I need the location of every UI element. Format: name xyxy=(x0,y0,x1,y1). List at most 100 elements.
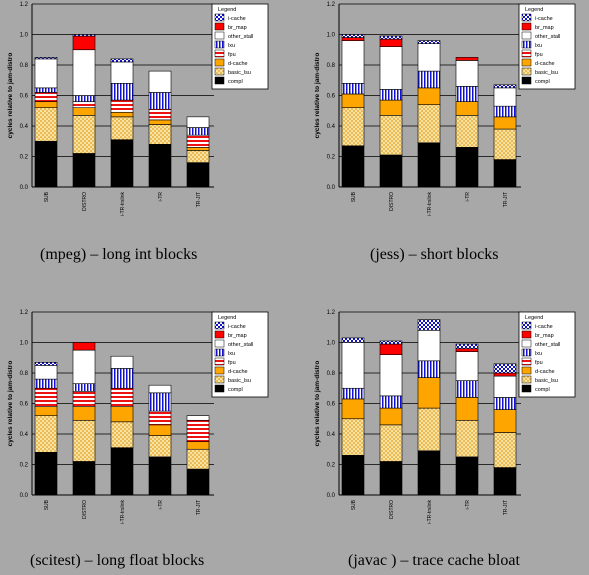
bar-segment-compl xyxy=(34,140,58,188)
caption-jess: (jess) – short blocks xyxy=(370,246,499,263)
legend-swatch-lxu xyxy=(214,348,225,357)
xtick-label: SUB xyxy=(351,499,357,510)
ytick-label: 0.0 xyxy=(20,185,29,191)
legend-swatch-lxu xyxy=(521,348,532,357)
bar-segment-basic_lsu xyxy=(417,407,441,452)
xtick-label: i-TR xyxy=(465,192,471,202)
xtick-label: i-TR-trslink xyxy=(120,500,126,525)
ytick-label: 0.0 xyxy=(20,493,29,499)
bar-segment-other_stall xyxy=(417,43,441,72)
legend-swatch-br_map xyxy=(521,330,532,339)
bar-segment-lxu xyxy=(186,127,210,136)
legend-label-i-cache: i-cache xyxy=(535,16,553,22)
bar-segment-compl xyxy=(148,144,172,188)
xtick-label: SUB xyxy=(44,499,50,510)
xtick-label: i-TR xyxy=(158,500,164,510)
xtick-label: SUB xyxy=(44,191,50,202)
caption-mpeg: (mpeg) – long int blocks xyxy=(40,246,198,263)
legend-label-compl: compl xyxy=(228,387,243,393)
bar-segment-d-cache xyxy=(417,87,441,105)
ytick-label: 1.0 xyxy=(327,33,336,39)
legend-swatch-compl xyxy=(521,76,532,85)
bar-segment-basic_lsu xyxy=(341,418,365,456)
bar-segment-br_map xyxy=(493,372,517,377)
bar-segment-basic_lsu xyxy=(493,128,517,160)
bar-segment-d-cache xyxy=(417,377,441,409)
ytick-label: 0.6 xyxy=(20,94,29,100)
bar-segment-d-cache xyxy=(110,406,134,423)
legend-swatch-lxu xyxy=(521,40,532,49)
caption-scitest: (scitest) – long float blocks xyxy=(30,552,205,569)
bar-segment-fpu xyxy=(148,410,172,426)
bar-segment-fpu xyxy=(110,387,134,407)
bar-segment-fpu xyxy=(72,101,96,108)
bar-segment-d-cache xyxy=(493,116,517,130)
bar-segment-basic_lsu xyxy=(110,421,134,449)
ytick-label: 0.4 xyxy=(20,124,29,130)
bar-segment-other_stall xyxy=(379,46,403,90)
legend-label-fpu: fpu xyxy=(228,360,236,366)
legend-title: Legend xyxy=(525,7,543,13)
bar-segment-lxu xyxy=(341,83,365,95)
bar-segment-lxu xyxy=(455,380,479,398)
bar-segment-i-cache xyxy=(34,362,58,366)
legend-swatch-d-cache xyxy=(521,366,532,375)
ytick-label: 0.6 xyxy=(327,94,336,100)
bar-segment-basic_lsu xyxy=(341,107,365,147)
bar-segment-other_stall xyxy=(34,365,58,380)
bar-segment-lxu xyxy=(34,378,58,389)
bar-segment-d-cache xyxy=(148,424,172,436)
legend-swatch-i-cache xyxy=(521,321,532,330)
xtick-label: SUB xyxy=(351,191,357,202)
legend-swatch-br_map xyxy=(521,22,532,31)
bar-segment-compl xyxy=(455,147,479,188)
legend-swatch-lxu xyxy=(214,40,225,49)
bar-segment-compl xyxy=(110,139,134,188)
bar-segment-fpu xyxy=(186,134,210,148)
bar-segment-i-cache xyxy=(379,35,403,40)
legend-swatch-other_stall xyxy=(214,339,225,348)
bar-segment-compl xyxy=(110,447,134,496)
bar-segment-basic_lsu xyxy=(379,424,403,462)
ytick-label: 0.0 xyxy=(327,493,336,499)
ytick-label: 0.4 xyxy=(327,124,336,130)
bar-segment-basic_lsu xyxy=(72,419,96,462)
legend-swatch-i-cache xyxy=(521,13,532,22)
bar-segment-d-cache xyxy=(148,119,172,125)
xtick-label: TR-JIT xyxy=(196,500,202,515)
bar-segment-lxu xyxy=(341,387,365,400)
bar-segment-br_map xyxy=(341,37,365,41)
legend-label-other_stall: other_stall xyxy=(228,34,253,40)
bar-segment-d-cache xyxy=(34,101,58,108)
bar-segment-lxu xyxy=(72,383,96,392)
ytick-label: 0.6 xyxy=(20,402,29,408)
bar-segment-basic_lsu xyxy=(379,115,403,156)
y-axis-label: cycles relative to jam-distro xyxy=(7,361,14,447)
bar-segment-i-cache xyxy=(72,34,96,37)
legend-label-lxu: lxu xyxy=(228,351,235,357)
legend-label-br_map: br_map xyxy=(228,333,247,339)
legend-swatch-other_stall xyxy=(521,31,532,40)
bar-segment-d-cache xyxy=(493,409,517,433)
legend-swatch-fpu xyxy=(521,49,532,58)
ytick-label: 0.4 xyxy=(327,432,336,438)
bar-segment-i-cache xyxy=(341,34,365,38)
legend-label-br_map: br_map xyxy=(535,25,554,31)
xtick-label: TR-JIT xyxy=(503,500,509,515)
legend-label-d-cache: d-cache xyxy=(228,369,248,375)
bar-segment-d-cache xyxy=(34,406,58,417)
legend-label-i-cache: i-cache xyxy=(535,324,553,330)
legend-swatch-other_stall xyxy=(214,31,225,40)
bar-segment-d-cache xyxy=(379,407,403,426)
legend-label-basic_lsu: basic_lsu xyxy=(535,378,558,384)
xtick-label: DISTRO xyxy=(389,192,395,211)
ytick-label: 0.8 xyxy=(20,371,29,377)
bar-segment-br_map xyxy=(455,57,479,61)
bar-segment-other_stall xyxy=(148,384,172,394)
xtick-label: i-TR-trslink xyxy=(120,192,126,217)
bar-segment-d-cache xyxy=(455,101,479,116)
ytick-label: 0.6 xyxy=(327,402,336,408)
legend-swatch-fpu xyxy=(214,357,225,366)
